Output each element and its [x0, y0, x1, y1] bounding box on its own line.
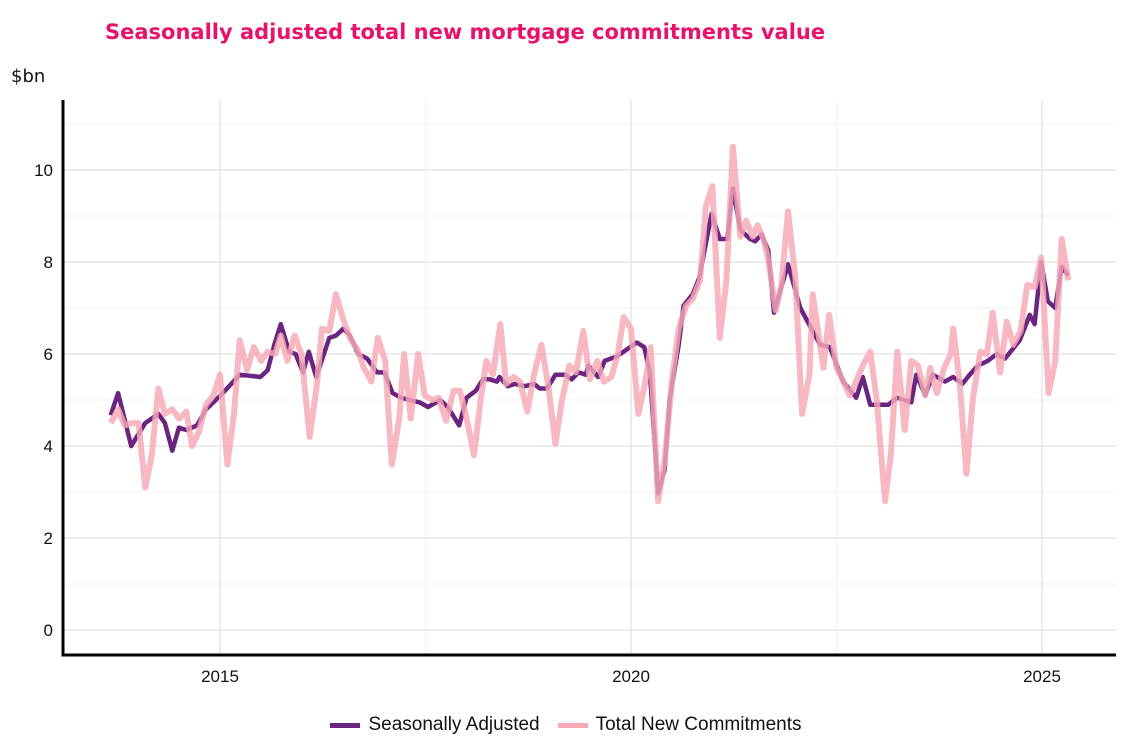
y-tick-label: 8: [44, 253, 53, 272]
legend-swatch: [330, 722, 361, 728]
y-tick-label: 4: [44, 437, 53, 456]
series-line-total-new-commitments: [108, 143, 1072, 505]
x-tick-label: 2015: [201, 667, 239, 686]
y-tick-label: 0: [44, 621, 53, 640]
series-lines: [108, 143, 1072, 505]
x-tick-label: 2020: [612, 667, 650, 686]
x-tick-label: 2025: [1023, 667, 1061, 686]
y-tick-label: 6: [44, 345, 53, 364]
axes: 0 2 4 6 8 10 2015 2020 2025: [34, 100, 1116, 686]
legend-item-seasonally-adjusted: Seasonally Adjusted: [330, 714, 540, 736]
legend-label: Total New Commitments: [595, 714, 802, 735]
y-tick-label: 2: [44, 529, 53, 548]
legend: Seasonally Adjusted Total New Commitment…: [0, 714, 1132, 736]
series-line-seasonally-adjusted: [108, 186, 1071, 496]
grid: [63, 100, 1116, 655]
y-axis-label: $bn: [11, 66, 46, 87]
legend-swatch: [557, 722, 588, 728]
chart-title: Seasonally adjusted total new mortgage c…: [105, 20, 826, 44]
legend-label: Seasonally Adjusted: [368, 714, 540, 735]
legend-item-total-new-commitments: Total New Commitments: [557, 714, 802, 736]
y-tick-label: 10: [34, 161, 53, 180]
